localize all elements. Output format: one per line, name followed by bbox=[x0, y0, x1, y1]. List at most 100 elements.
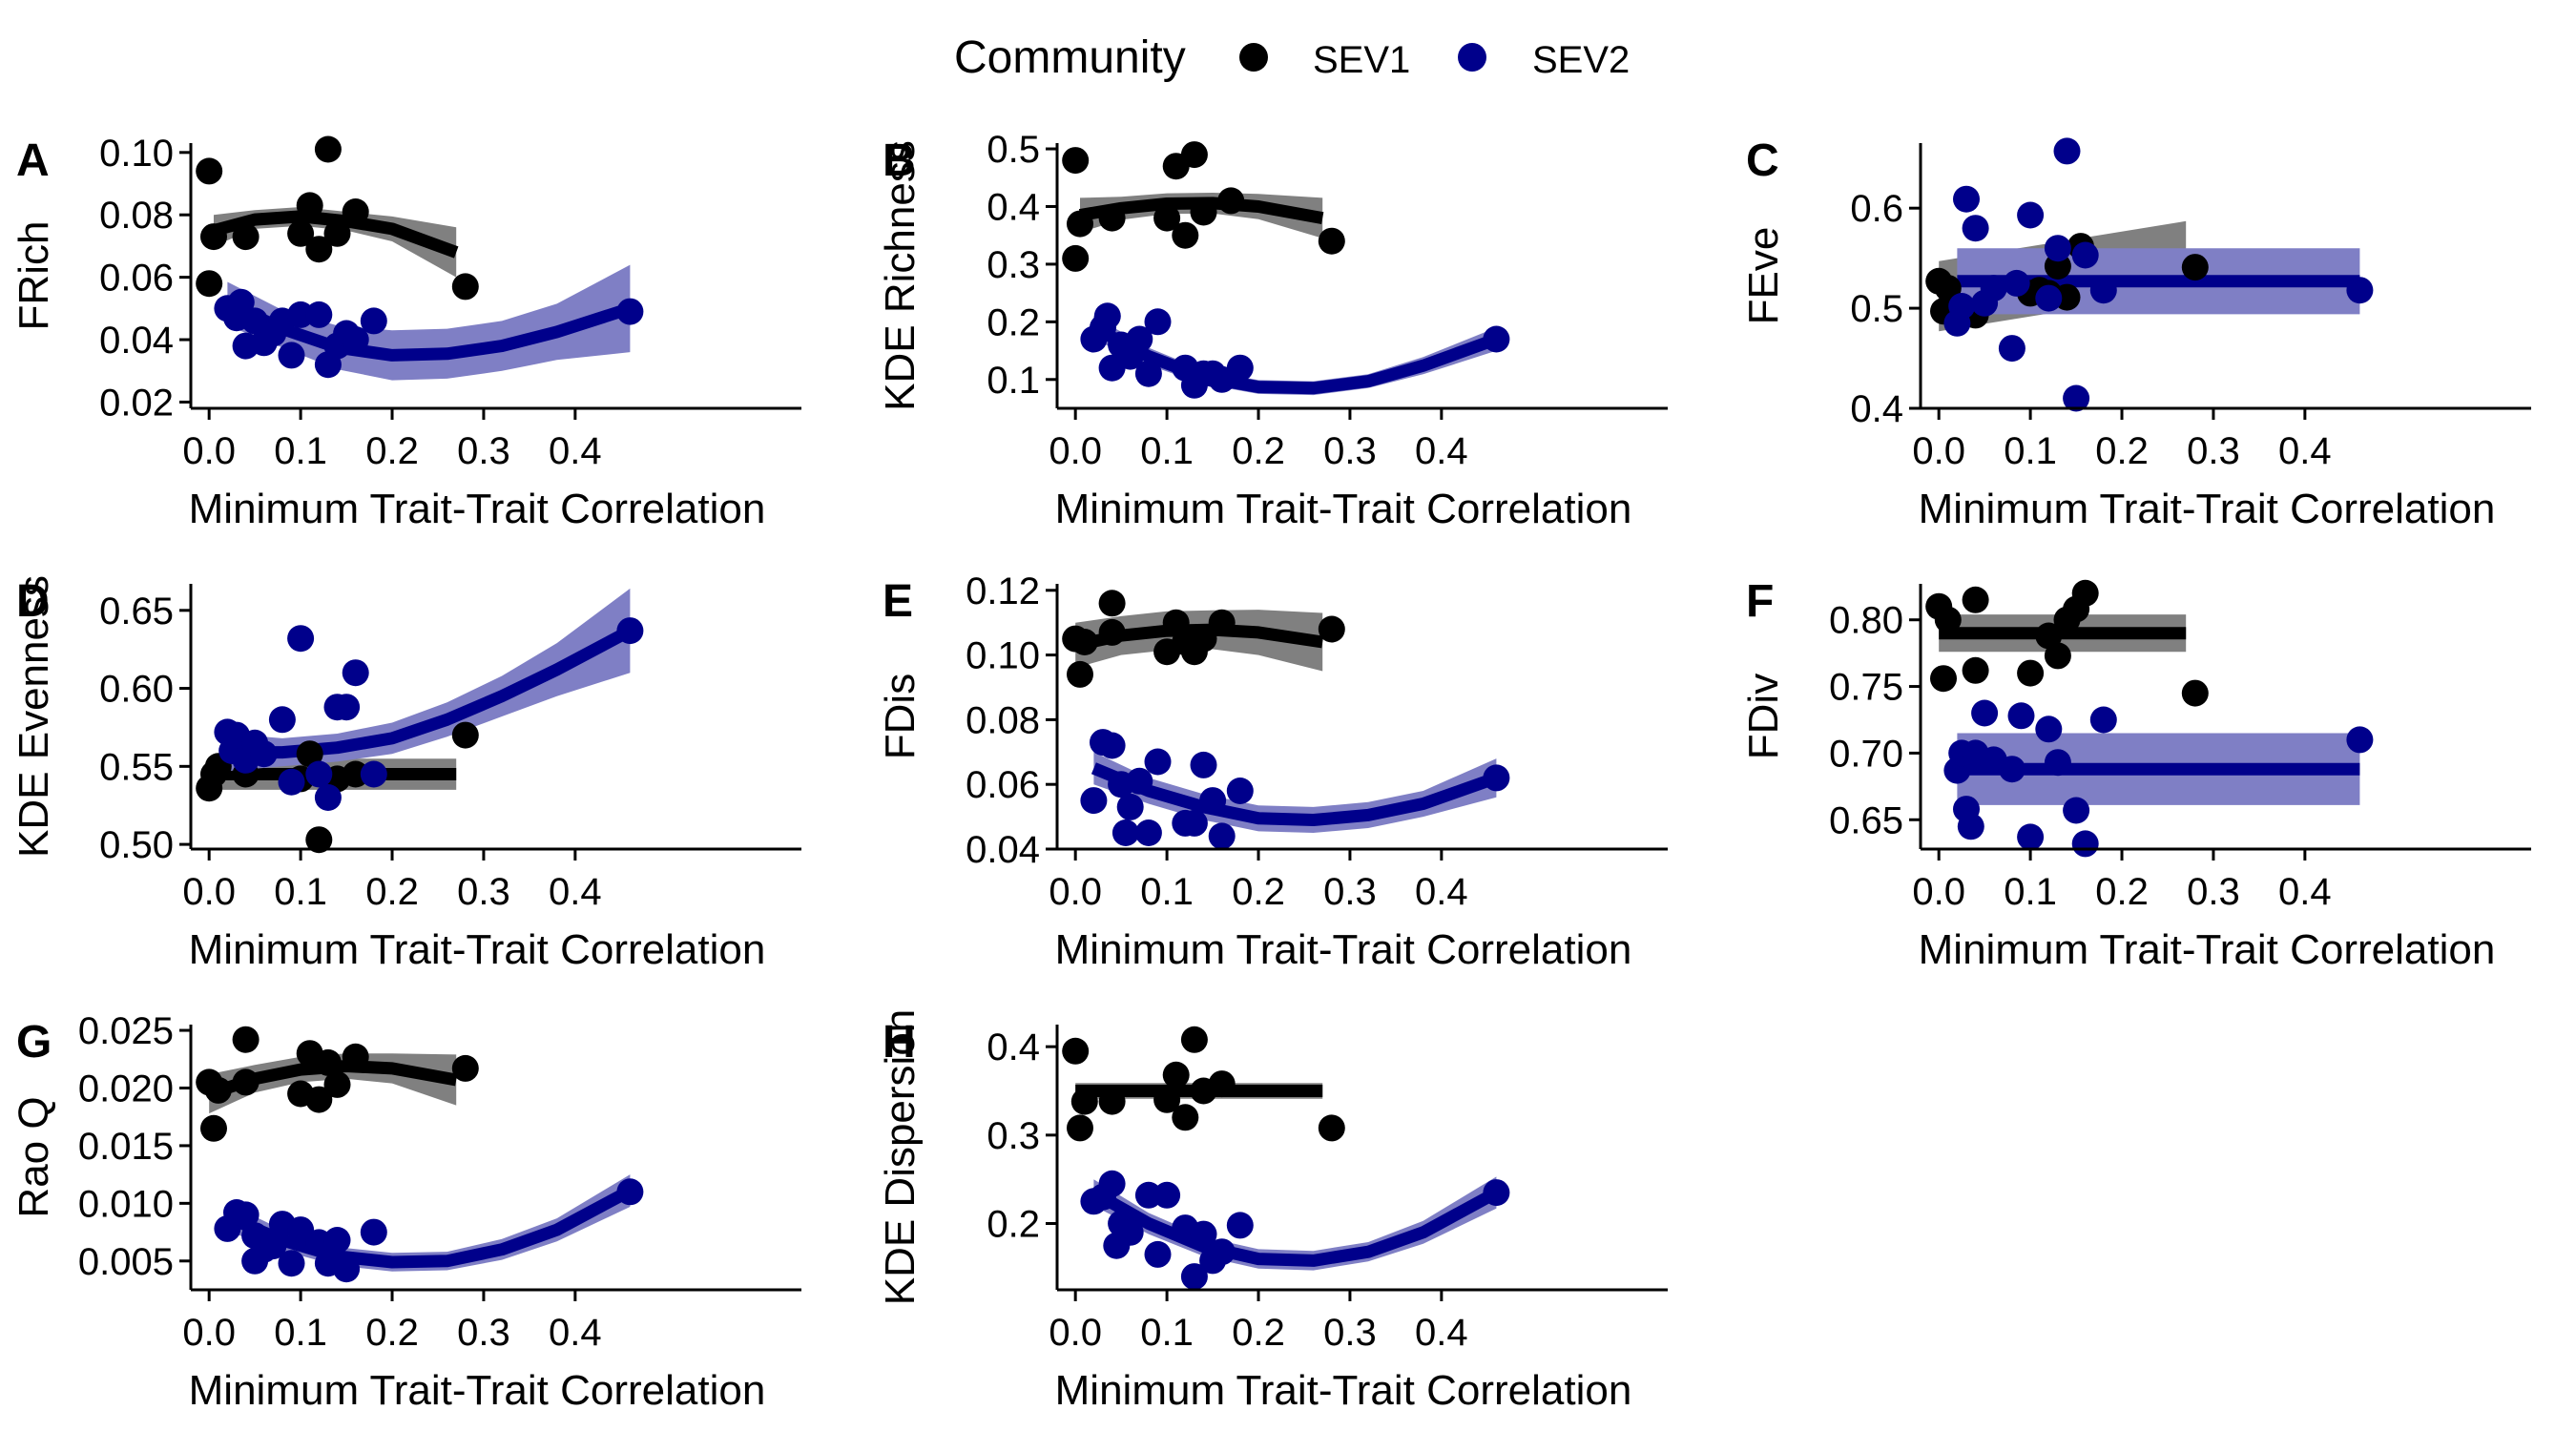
y-tick-label: 0.4 bbox=[987, 1027, 1040, 1068]
x-tick-label: 0.1 bbox=[274, 871, 327, 913]
data-point-sev2 bbox=[2089, 277, 2117, 304]
data-point-sev2 bbox=[1134, 1181, 1162, 1209]
y-tick-label: 0.1 bbox=[987, 360, 1040, 402]
data-point-sev2 bbox=[1199, 787, 1227, 815]
y-tick-label: 0.04 bbox=[966, 829, 1040, 871]
x-tick-label: 0.4 bbox=[1415, 1312, 1468, 1354]
data-point-sev1 bbox=[1070, 1088, 1098, 1115]
y-tick-label: 0.025 bbox=[78, 1010, 174, 1052]
y-tick-label: 0.75 bbox=[1829, 667, 1903, 709]
x-tick-label: 0.1 bbox=[2004, 430, 2057, 472]
y-tick-label: 0.3 bbox=[987, 244, 1040, 286]
data-point-sev1 bbox=[200, 223, 227, 251]
data-point-sev1 bbox=[451, 1054, 479, 1082]
data-point-sev2 bbox=[323, 1227, 351, 1254]
y-tick-label: 0.70 bbox=[1829, 733, 1903, 775]
data-point-sev2 bbox=[1111, 819, 1139, 846]
data-point-sev1 bbox=[342, 198, 369, 225]
data-point-sev2 bbox=[1483, 764, 1510, 792]
panel-label: G bbox=[16, 1017, 52, 1068]
data-point-sev2 bbox=[2035, 284, 2063, 312]
x-tick-label: 0.2 bbox=[2095, 871, 2149, 913]
y-tick-label: 0.3 bbox=[987, 1115, 1040, 1157]
data-point-sev2 bbox=[2035, 716, 2063, 743]
data-point-sev1 bbox=[232, 1026, 260, 1053]
data-point-sev1 bbox=[1962, 656, 1989, 684]
data-point-sev1 bbox=[323, 1070, 351, 1098]
x-axis-title: Minimum Trait-Trait Correlation bbox=[189, 486, 766, 532]
data-point-sev2 bbox=[2071, 830, 2099, 858]
data-point-sev1 bbox=[2181, 679, 2209, 707]
fit-line-sev2 bbox=[227, 625, 634, 759]
y-tick-label: 0.10 bbox=[966, 635, 1040, 677]
data-point-sev1 bbox=[1062, 1037, 1090, 1065]
y-tick-label: 0.65 bbox=[1829, 799, 1903, 841]
x-tick-label: 0.1 bbox=[1140, 430, 1194, 472]
panel-h: 0.2 0.3 0.4 0.0 0.1 0.2 0.3 0.4 Minimum Trait-Tr… bbox=[877, 1009, 1668, 1414]
data-point-sev2 bbox=[2017, 823, 2045, 851]
x-tick-label: 0.1 bbox=[274, 1312, 327, 1354]
data-point-sev2 bbox=[2089, 706, 2117, 734]
data-point-sev1 bbox=[287, 219, 315, 247]
data-point-sev1 bbox=[314, 135, 342, 163]
y-axis-title: FDiv bbox=[1740, 674, 1787, 759]
data-point-sev2 bbox=[1971, 699, 1999, 727]
y-tick-label: 0.04 bbox=[99, 320, 174, 362]
data-point-sev1 bbox=[1217, 187, 1245, 215]
x-tick-label: 0.1 bbox=[1140, 1312, 1194, 1354]
panel-label: E bbox=[883, 576, 913, 627]
panels: 0.020.040.060.080.100.0 0.1 0.2 0.3 0.4Minim… bbox=[10, 129, 2531, 1414]
x-tick-label: 0.3 bbox=[1323, 871, 1377, 913]
data-point-sev2 bbox=[1208, 1238, 1236, 1266]
x-axis-title: Minimum Trait-Trait Correlation bbox=[189, 926, 766, 973]
x-tick-label: 0.2 bbox=[2095, 430, 2149, 472]
data-point-sev2 bbox=[2007, 702, 2035, 730]
data-point-sev2 bbox=[333, 694, 361, 721]
x-tick-label: 0.1 bbox=[274, 430, 327, 472]
data-point-sev1 bbox=[305, 236, 333, 263]
data-point-sev2 bbox=[360, 760, 387, 788]
y-tick-label: 0.020 bbox=[78, 1068, 174, 1110]
data-point-sev2 bbox=[1226, 778, 1254, 804]
panel-a: 0.02 0.04 0.06 0.08 0.10 0.0 0.1 0.2 0.3 0.4 Minim… bbox=[10, 133, 801, 532]
legend-key-sev1 bbox=[1239, 43, 1268, 72]
panel-e: 0.04 0.06 0.08 0.10 0.12 0.0 0.1 0.2 0.3 0.4 Minim… bbox=[877, 570, 1668, 973]
data-point-sev2 bbox=[2063, 797, 2090, 824]
data-point-sev2 bbox=[278, 342, 305, 369]
x-tick-label: 0.1 bbox=[2004, 871, 2057, 913]
data-point-sev2 bbox=[1226, 1212, 1254, 1239]
y-tick-label: 0.08 bbox=[966, 699, 1040, 741]
data-point-sev1 bbox=[1098, 590, 1126, 617]
data-point-sev1 bbox=[1067, 1114, 1093, 1142]
data-point-sev1 bbox=[1153, 1086, 1181, 1113]
y-axis-title: KDE Dispersion bbox=[877, 1009, 924, 1306]
data-point-sev2 bbox=[2053, 137, 2081, 165]
data-point-sev2 bbox=[1208, 822, 1236, 850]
data-point-sev2 bbox=[1126, 767, 1153, 795]
fit-line-sev2 bbox=[1091, 321, 1499, 395]
data-point-sev2 bbox=[2063, 384, 2090, 412]
fit-line-sev2 bbox=[224, 298, 633, 362]
y-tick-label: 0.6 bbox=[1850, 188, 1903, 230]
x-tick-label: 0.4 bbox=[1415, 871, 1468, 913]
x-tick-label: 0.3 bbox=[457, 430, 510, 472]
legend-label-sev1: SEV1 bbox=[1313, 39, 1410, 81]
data-point-sev1 bbox=[323, 219, 351, 247]
data-point-sev1 bbox=[1930, 665, 1957, 693]
data-point-sev2 bbox=[1962, 215, 1989, 242]
x-tick-label: 0.4 bbox=[549, 430, 602, 472]
legend-key-sev2 bbox=[1458, 43, 1486, 72]
data-point-sev2 bbox=[1134, 360, 1162, 387]
panel-label: F bbox=[1746, 576, 1774, 627]
y-tick-label: 0.10 bbox=[99, 133, 174, 175]
data-point-sev2 bbox=[333, 1255, 361, 1283]
x-tick-label: 0.3 bbox=[1323, 430, 1377, 472]
data-point-sev1 bbox=[204, 1076, 232, 1104]
data-point-sev2 bbox=[268, 706, 296, 734]
data-point-sev2 bbox=[1080, 787, 1108, 815]
data-point-sev1 bbox=[296, 740, 323, 768]
data-point-sev2 bbox=[314, 784, 342, 811]
data-point-sev1 bbox=[1172, 221, 1199, 249]
